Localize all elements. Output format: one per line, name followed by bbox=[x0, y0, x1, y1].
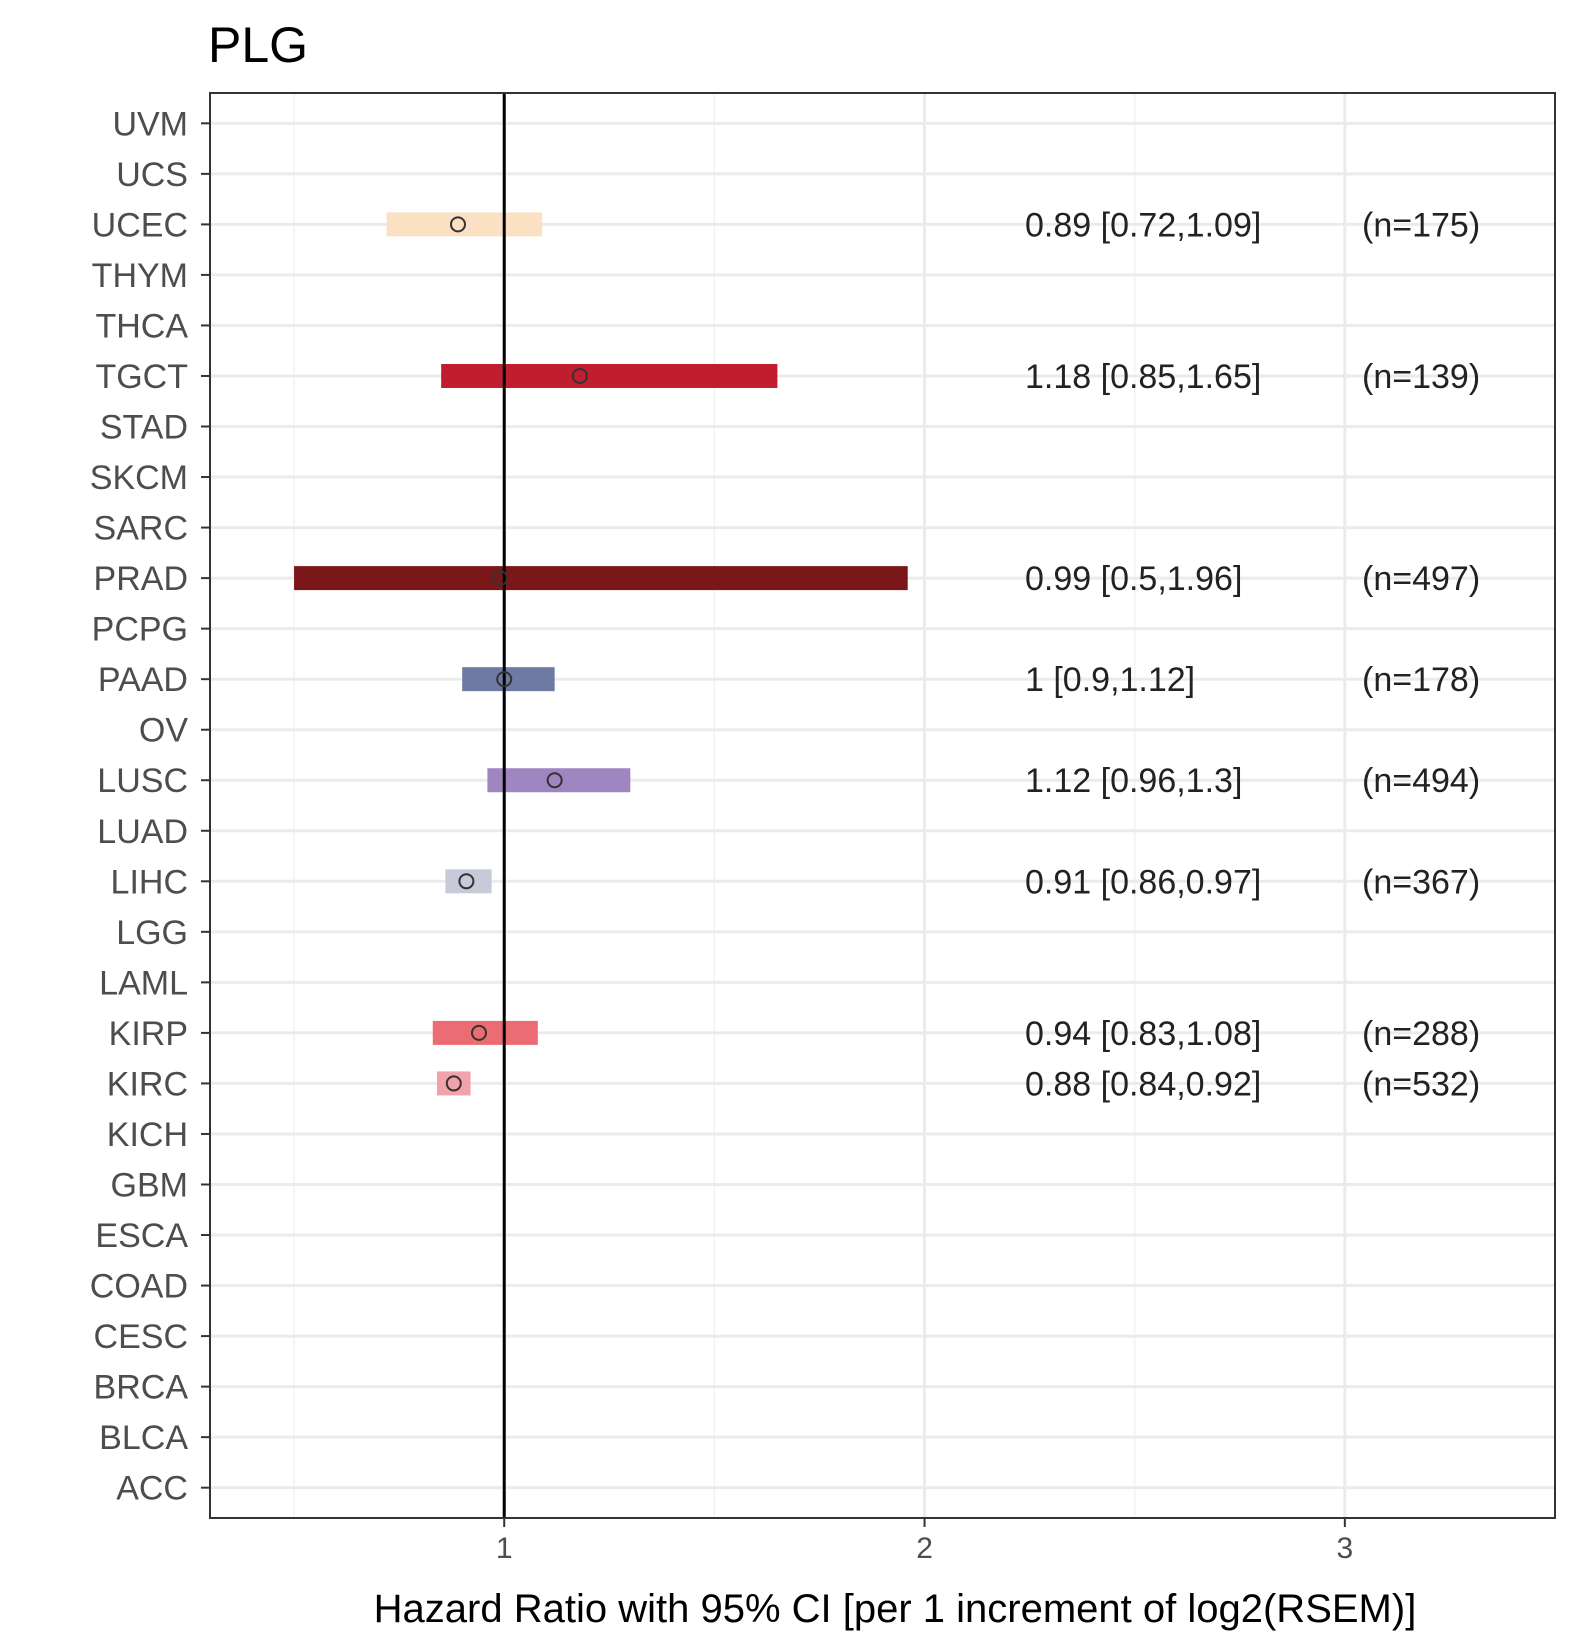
hr-point-kirc bbox=[445, 1075, 462, 1092]
hr-point-paad bbox=[496, 671, 513, 688]
sample-size-label: (n=178) bbox=[1362, 661, 1480, 699]
y-tick-label: GBM bbox=[111, 1166, 188, 1204]
hr-point-prad bbox=[492, 570, 509, 587]
y-tick-label: TGCT bbox=[95, 358, 188, 396]
y-axis: UVM UCS UCEC THYM THCA TGCT STAD SKCM SARC PRAD PC… bbox=[90, 105, 210, 1508]
y-tick-label: SARC bbox=[94, 510, 188, 548]
sample-size-label: (n=494) bbox=[1362, 762, 1480, 800]
y-tick-label: LUSC bbox=[97, 762, 188, 800]
y-tick-label: COAD bbox=[90, 1268, 188, 1306]
y-tick-label: LUAD bbox=[97, 813, 188, 851]
annotations: 0.89 [0.72,1.09] (n=175) 1.18 [0.85,1.65] (… bbox=[1025, 206, 1480, 1103]
panel-border bbox=[209, 92, 1556, 1519]
y-tick-label: THCA bbox=[95, 307, 188, 345]
y-tick-label: CESC bbox=[94, 1318, 188, 1356]
y-tick-label: ESCA bbox=[95, 1217, 188, 1255]
x-axis: 1 2 3 bbox=[496, 1518, 1353, 1565]
x-tick-label: 1 bbox=[496, 1532, 513, 1565]
grid-lines bbox=[210, 93, 1556, 1518]
chart-title: PLG bbox=[208, 17, 308, 73]
x-axis-label: Hazard Ratio with 95% CI [per 1 incremen… bbox=[374, 1587, 1417, 1631]
y-tick-label: UVM bbox=[112, 105, 188, 143]
x-tick-label: 3 bbox=[1337, 1532, 1354, 1565]
y-tick-label: UCS bbox=[116, 156, 188, 194]
y-tick-label: BRCA bbox=[94, 1369, 189, 1407]
y-tick-label: PAAD bbox=[98, 661, 188, 699]
hr-ci-label: 0.99 [0.5,1.96] bbox=[1025, 560, 1242, 598]
hr-ci-label: 0.88 [0.84,0.92] bbox=[1025, 1065, 1261, 1103]
y-tick-label: PRAD bbox=[94, 560, 188, 598]
hr-point-lihc bbox=[458, 873, 475, 890]
ci-bar-lihc bbox=[445, 869, 492, 894]
hr-ci-label: 0.91 [0.86,0.97] bbox=[1025, 863, 1261, 901]
hr-ci-label: 1.12 [0.96,1.3] bbox=[1025, 762, 1242, 800]
hr-point-ucec bbox=[449, 216, 466, 233]
y-tick-label: SKCM bbox=[90, 459, 188, 497]
x-tick-label: 2 bbox=[916, 1532, 933, 1565]
hr-ci-label: 0.89 [0.72,1.09] bbox=[1025, 206, 1261, 244]
ci-bar-paad bbox=[462, 667, 555, 692]
sample-size-label: (n=497) bbox=[1362, 560, 1480, 598]
y-tick-label: UCEC bbox=[92, 206, 188, 244]
y-tick-label: LGG bbox=[116, 914, 188, 952]
y-tick-label: OV bbox=[139, 712, 188, 750]
sample-size-label: (n=288) bbox=[1362, 1015, 1480, 1053]
ci-bar-kirc bbox=[436, 1071, 471, 1096]
y-tick-label: LAML bbox=[99, 964, 188, 1002]
y-tick-label: BLCA bbox=[99, 1419, 188, 1457]
hr-point-lusc bbox=[546, 772, 563, 789]
hr-point-kirp bbox=[471, 1024, 487, 1041]
ci-bars bbox=[294, 212, 908, 1096]
y-tick-label: KIRP bbox=[109, 1015, 188, 1053]
sample-size-label: (n=175) bbox=[1362, 206, 1480, 244]
sample-size-label: (n=139) bbox=[1362, 358, 1480, 396]
y-tick-label: KIRC bbox=[107, 1065, 188, 1103]
y-tick-label: PCPG bbox=[92, 611, 188, 649]
y-tick-label: STAD bbox=[100, 409, 188, 447]
sample-size-label: (n=532) bbox=[1362, 1065, 1480, 1103]
hr-ci-label: 1.18 [0.85,1.65] bbox=[1025, 358, 1261, 396]
sample-size-label: (n=367) bbox=[1362, 863, 1480, 901]
y-tick-label: LIHC bbox=[111, 863, 188, 901]
y-tick-label: THYM bbox=[92, 257, 188, 295]
hr-ci-label: 0.94 [0.83,1.08] bbox=[1025, 1015, 1261, 1053]
y-tick-label: ACC bbox=[116, 1470, 188, 1508]
ci-bar-tgct bbox=[441, 363, 778, 388]
ci-bar-prad bbox=[294, 566, 908, 591]
hr-points bbox=[445, 216, 588, 1092]
ci-bar-lusc bbox=[487, 768, 631, 793]
y-tick-label: KICH bbox=[107, 1116, 188, 1154]
hr-point-tgct bbox=[571, 367, 588, 384]
hr-ci-label: 1 [0.9,1.12] bbox=[1025, 661, 1195, 699]
